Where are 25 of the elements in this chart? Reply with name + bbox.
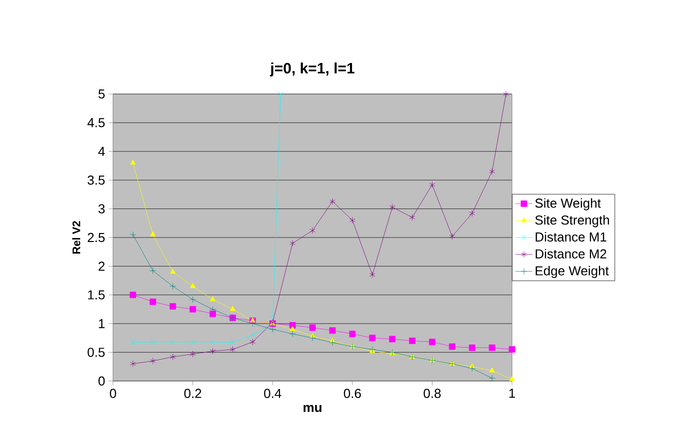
x-tick-label: 0 [110,388,116,398]
y-tick-label: 0.5 [88,348,105,357]
legend-label: Distance M2 [536,248,606,259]
y-tick-label: 2 [98,262,105,271]
legend-label: Distance M1 [536,232,606,242]
chart-title: j=0, k=1, l=1 [270,62,354,76]
y-tick-label: 1.5 [88,290,105,300]
y-tick-label: 4.5 [87,118,105,128]
y-axis-title: Rel V2 [72,221,80,254]
x-tick-label: 1 [509,388,515,398]
y-tick-label: 2.5 [88,232,105,242]
y-tick-label: 5 [98,89,105,99]
x-axis-title: mu [304,404,322,412]
x-tick-label: 0.2 [184,388,202,398]
y-tick-label: 4 [98,146,105,156]
y-tick-label: 3.5 [88,176,105,185]
legend-label: Site Strength [535,215,609,228]
x-tick-label: 0.6 [344,388,361,398]
y-tick-label: 1 [98,319,105,328]
y-tick-label: 0 [98,376,105,386]
y-tick-label: 3 [98,204,105,214]
x-tick-label: 0.8 [424,388,441,398]
x-tick-label: 0.4 [264,388,282,398]
legend-label: Edge Weight [536,266,609,278]
legend-label: Site Weight [535,198,601,210]
